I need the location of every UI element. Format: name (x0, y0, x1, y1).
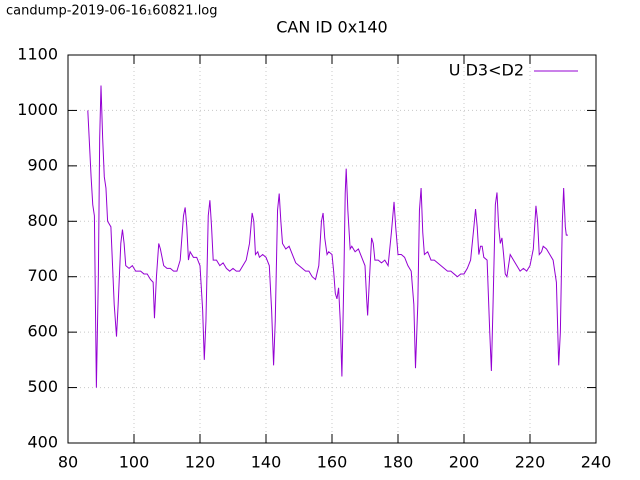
x-tick-label: 220 (515, 453, 546, 472)
y-tick-label: 900 (27, 155, 58, 174)
x-tick-label: 100 (119, 453, 150, 472)
legend-label: U D3<D2 (449, 61, 524, 80)
x-tick-label: 200 (449, 453, 480, 472)
x-tick-label: 180 (383, 453, 414, 472)
x-tick-label: 120 (185, 453, 216, 472)
chart-title: CAN ID 0x140 (276, 18, 387, 37)
y-tick-label: 400 (27, 433, 58, 452)
y-tick-label: 1000 (17, 100, 58, 119)
y-tick-label: 500 (27, 377, 58, 396)
y-tick-label: 700 (27, 266, 58, 285)
x-tick-label: 80 (58, 453, 78, 472)
file-label: candump-2019-06-16₁60821.log (6, 4, 218, 19)
y-tick-label: 1100 (17, 45, 58, 64)
y-tick-label: 600 (27, 322, 58, 341)
x-tick-label: 240 (581, 453, 612, 472)
plot-frame (67, 54, 597, 444)
y-tick-label: 800 (27, 211, 58, 230)
x-tick-label: 160 (317, 453, 348, 472)
x-tick-label: 140 (251, 453, 282, 472)
data-line (87, 85, 568, 388)
